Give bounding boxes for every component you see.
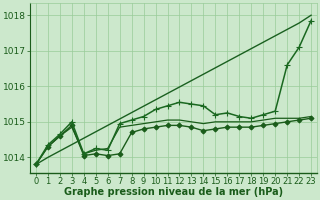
X-axis label: Graphe pression niveau de la mer (hPa): Graphe pression niveau de la mer (hPa) [64, 187, 283, 197]
